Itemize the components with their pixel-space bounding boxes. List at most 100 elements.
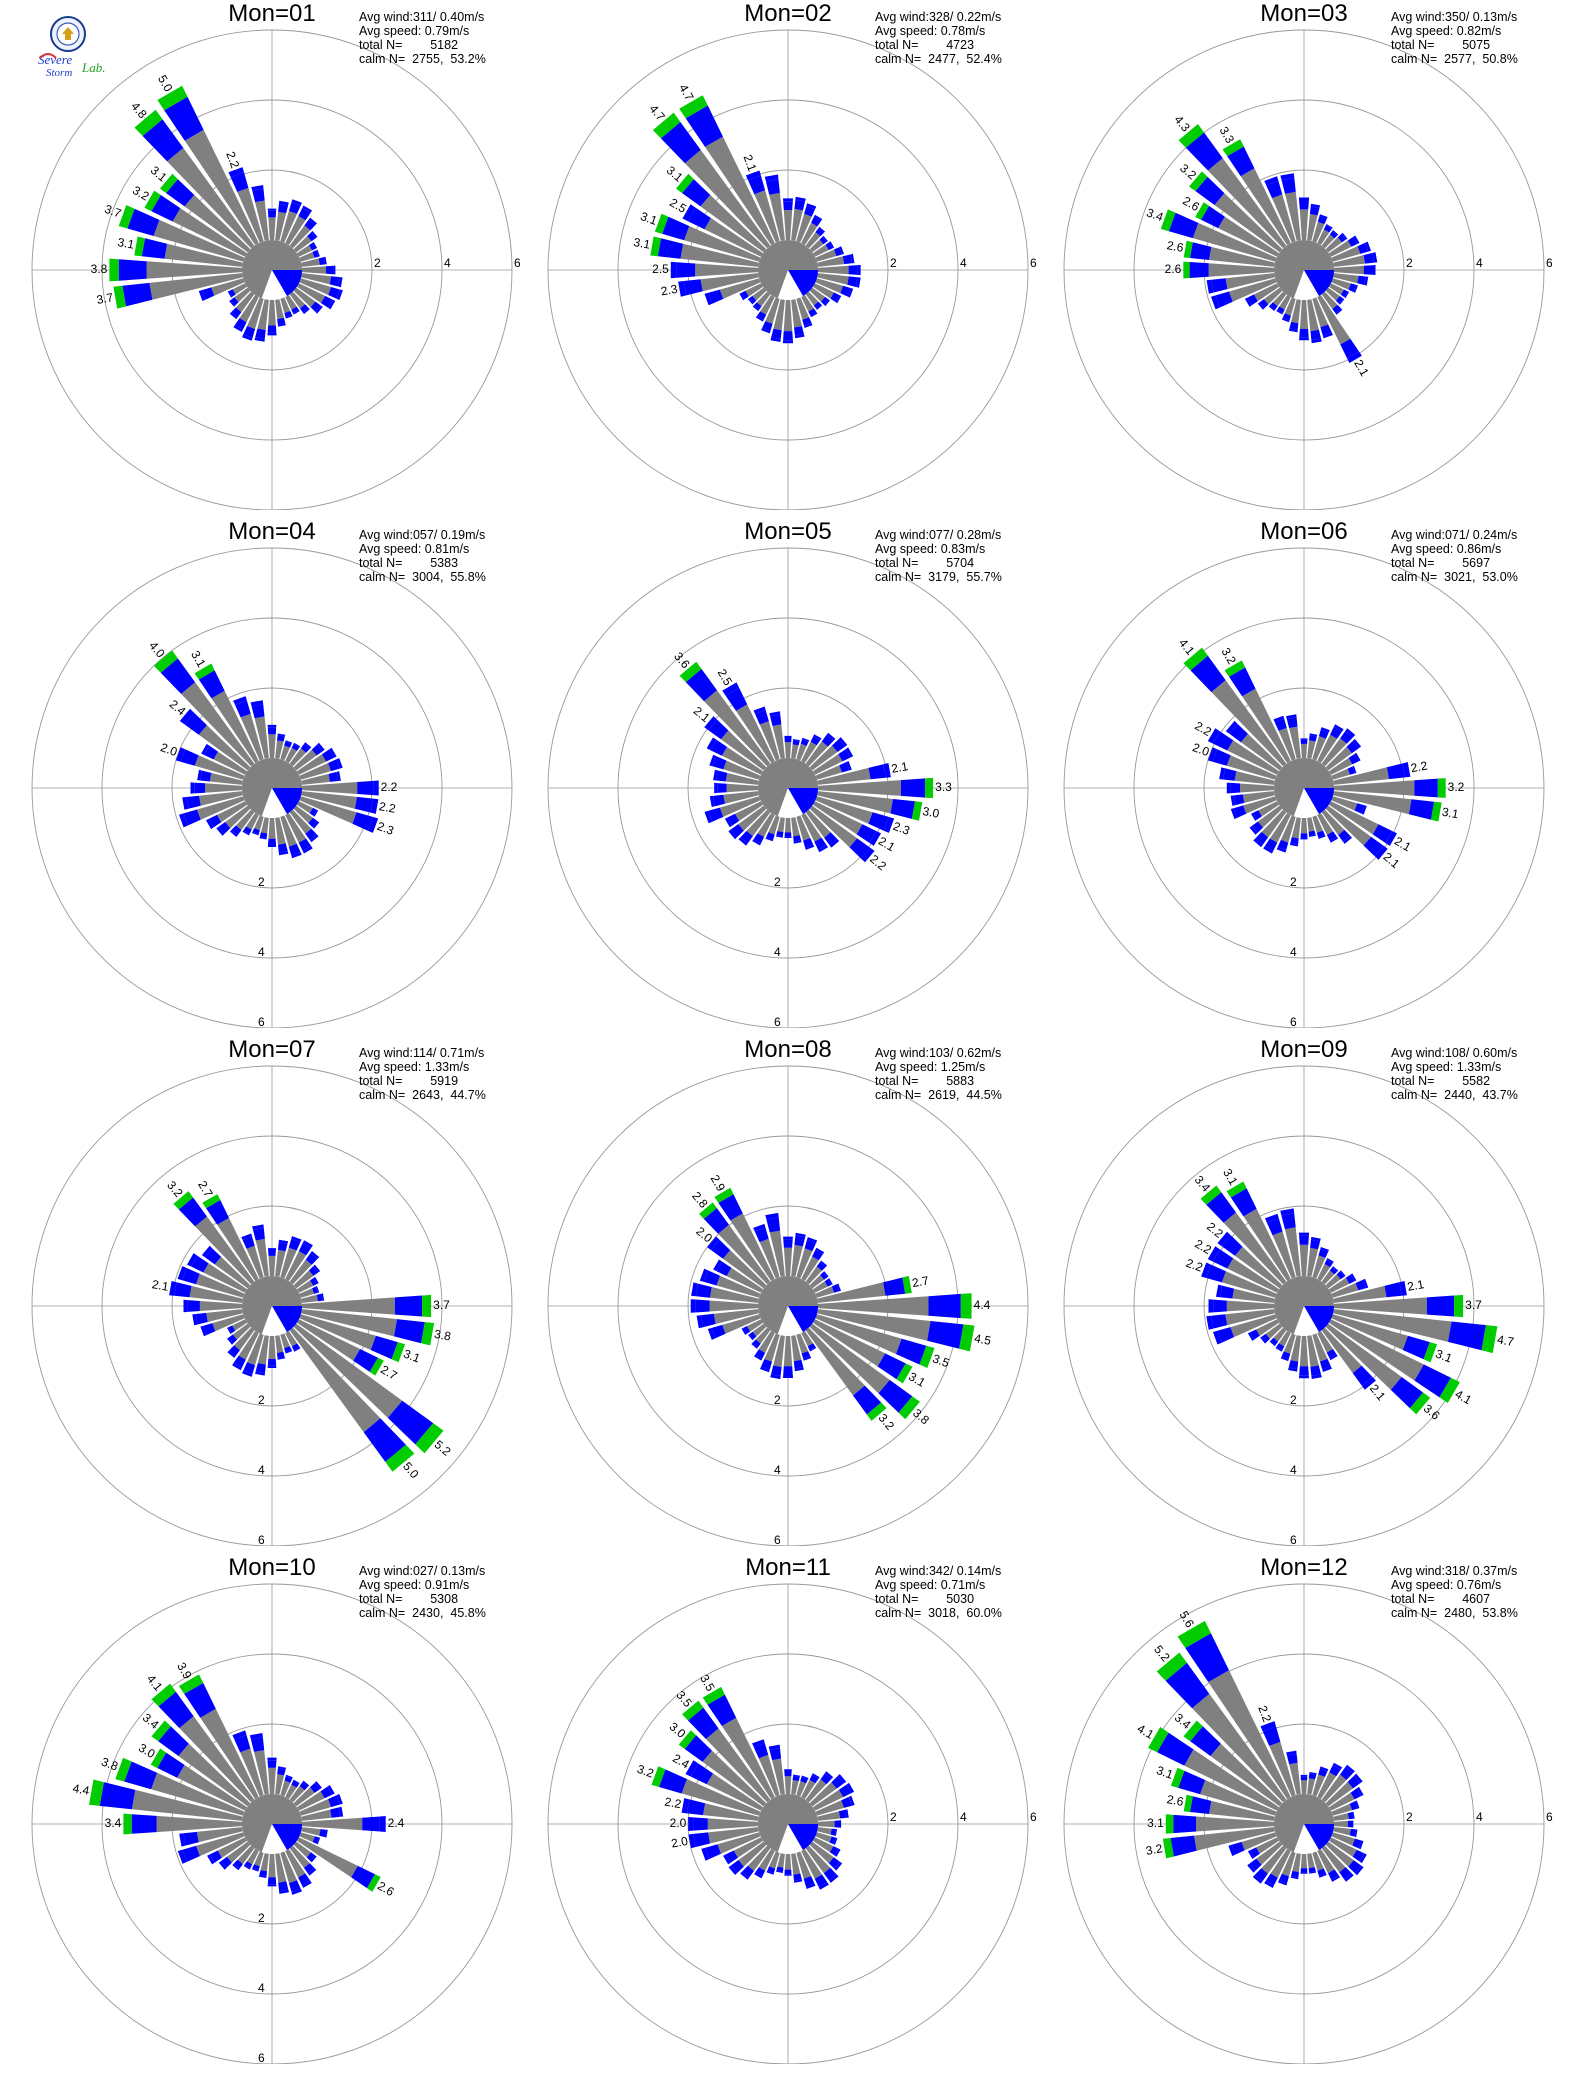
wind-bar-blue [309, 807, 317, 816]
wind-bar-blue [183, 809, 201, 826]
wind-bar-gray [195, 1216, 255, 1285]
wind-rose-panel: Mon=07 2 4 6 3.7 3.8 3.1 2.7 5.2 5.0 2.1 3.2 2.7 Avg … [14, 1036, 530, 1546]
wind-bar-tip [328, 299, 336, 310]
wind-bar-blue [725, 1850, 738, 1863]
wind-bar-blue [1328, 1869, 1339, 1880]
wind-bar-tip [1298, 1232, 1310, 1236]
wind-bar-blue [250, 1737, 265, 1752]
wind-bar-gray [1321, 1270, 1335, 1285]
calm-wedge-gray [758, 758, 819, 817]
wind-bar-gray [805, 809, 831, 838]
wind-bar-tip [314, 1781, 322, 1789]
bar-value-label: 4.7 [1496, 1332, 1515, 1349]
bar-value-label: 4.4 [974, 1298, 991, 1312]
wind-bar-gray [796, 213, 812, 243]
wind-bar-tip [679, 95, 708, 119]
wind-bar-blue [1326, 831, 1337, 841]
wind-bar-blue [1318, 1249, 1329, 1258]
wind-bar-blue [708, 289, 724, 304]
wind-bar-tip [144, 190, 161, 212]
wind-bar-tip [761, 327, 771, 334]
wind-bar-blue [288, 202, 301, 214]
wind-bar-gray [1328, 757, 1353, 775]
wind-bar-tip [113, 285, 126, 309]
wind-bar-tip [822, 235, 828, 242]
wind-bar-tip [794, 1879, 803, 1883]
calm-wedge-gray [758, 240, 819, 299]
ring-label: 4 [960, 256, 967, 270]
wind-bar-gray [1317, 294, 1351, 345]
wind-bar-gray [747, 1319, 764, 1332]
wind-bar-blue [753, 1743, 769, 1759]
wind-bar-tip [793, 1774, 800, 1778]
wind-bar-tip [741, 1328, 747, 1335]
wind-bar-tip [1201, 1262, 1212, 1278]
wind-bar-tip [782, 340, 794, 344]
wind-bar-blue [160, 658, 196, 694]
wind-bar-tip [848, 1795, 855, 1806]
stats-block: Avg wind:114/ 0.71m/s Avg speed: 1.33m/s… [359, 1046, 486, 1102]
wind-bar-blue [300, 304, 309, 313]
wind-bar-gray [268, 817, 276, 839]
wind-bar-tip [243, 1864, 251, 1870]
wind-bar-gray [197, 796, 245, 820]
wind-bar-blue [259, 1870, 267, 1877]
wind-bar-gray [1312, 1333, 1328, 1362]
stats-block: Avg wind:108/ 0.60m/s Avg speed: 1.33m/s… [1391, 1046, 1518, 1102]
wind-bar-tip [902, 1275, 912, 1294]
wind-bar-tip [783, 1375, 793, 1378]
wind-bar-blue [194, 782, 205, 794]
wind-bar-blue [352, 812, 373, 831]
wind-bar-gray [736, 704, 775, 764]
wind-bar-gray [1226, 755, 1277, 780]
wind-bar-blue [230, 172, 249, 192]
wind-bar-tip [303, 308, 310, 315]
panel-title: Mon=02 [744, 0, 832, 27]
wind-bar-blue [716, 770, 728, 782]
wind-bar-gray [805, 1845, 831, 1874]
panel-title: Mon=11 [745, 1554, 831, 1581]
wind-bar-tip [1309, 733, 1318, 737]
wind-bar-blue [742, 1326, 751, 1335]
wind-bar-tip [960, 1293, 972, 1319]
wind-bar-gray [184, 194, 251, 253]
wind-bar-blue [1347, 1775, 1361, 1789]
wind-bar-blue [829, 1846, 839, 1856]
wind-bar-tip [206, 818, 214, 830]
wind-bar-tip [1289, 843, 1299, 847]
wind-bar-tip [1257, 302, 1265, 310]
wind-bar-blue [820, 1272, 828, 1280]
bar-value-label: 4.5 [973, 1331, 992, 1348]
ring-label: 4 [774, 945, 781, 959]
wind-bar-tip [1320, 727, 1330, 733]
wind-bar-tip [682, 1700, 704, 1721]
wind-bar-gray [149, 273, 243, 300]
wind-bar-tip [1275, 1346, 1283, 1352]
wind-bar-tip [1268, 305, 1276, 311]
bar-value-label: 2.2 [1410, 758, 1429, 775]
wind-bar-gray [1291, 817, 1301, 839]
wind-bar-blue [711, 1239, 731, 1259]
wind-bar-gray [717, 1832, 761, 1854]
wind-bar-tip [835, 295, 842, 304]
wind-bar-gray [1333, 273, 1359, 284]
wind-bar-gray [1299, 209, 1309, 241]
stats-block: Avg wind:311/ 0.40m/s Avg speed: 0.79m/s… [359, 10, 486, 66]
wind-bar-blue [1349, 1828, 1356, 1837]
wind-bar-gray [235, 809, 255, 831]
wind-bar-blue [1323, 225, 1332, 233]
wind-bar-tip [764, 174, 779, 182]
wind-bar-tip [302, 1780, 310, 1787]
wind-bar-gray [815, 249, 837, 262]
wind-bar-blue [1336, 1271, 1345, 1280]
wind-bar-tip [1309, 834, 1316, 837]
calm-wedge-gray [242, 1794, 303, 1853]
wind-bar-tip [754, 1872, 763, 1879]
bar-value-label: 2.1 [151, 1277, 170, 1294]
wind-bar-blue [713, 794, 725, 807]
wind-bar-gray [772, 724, 785, 759]
wind-bar-tip [118, 205, 135, 229]
wind-bar-tip [1335, 308, 1343, 315]
wind-bar-blue [1357, 275, 1366, 285]
